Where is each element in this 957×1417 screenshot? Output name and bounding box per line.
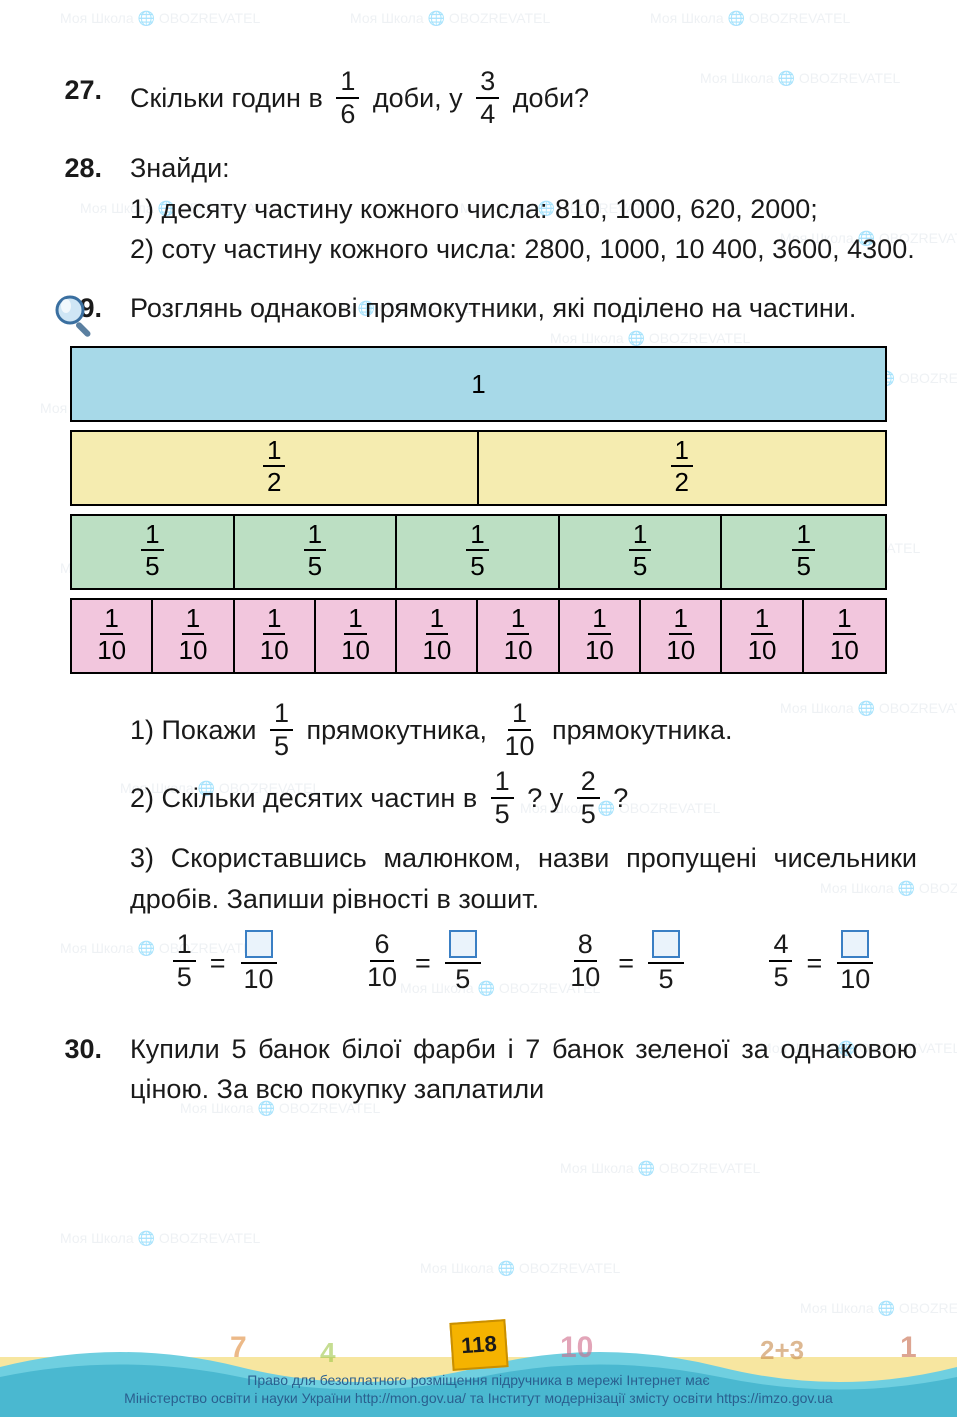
fraction-bar-cell: 15 [397, 516, 560, 588]
svg-text:7: 7 [230, 1331, 247, 1364]
fraction-bar-cell: 12 [72, 432, 479, 504]
problem-number: 27. [40, 70, 130, 130]
fraction-bar-cell: 15 [72, 516, 235, 588]
subquestion-1: 1) Покажи 15 прямокутника, 110 прямокутн… [130, 702, 917, 762]
fraction-bar-cell: 15 [235, 516, 398, 588]
fraction: 15 [270, 700, 293, 760]
fraction-bar-row: 1212 [70, 430, 887, 506]
fraction-bar-cell: 110 [72, 600, 153, 672]
fraction-bar-cell: 12 [479, 432, 886, 504]
fraction-bar-cell: 110 [722, 600, 803, 672]
watermark: Моя Школа 🌐 OBOZREVATEL [60, 1230, 260, 1247]
page-number-badge: 118 [449, 1319, 508, 1371]
text: 1) десяту частину кожного числа: 810, 10… [130, 189, 917, 230]
answer-box[interactable] [652, 930, 680, 958]
fraction: 110 [500, 700, 538, 760]
problem-number: 30. [40, 1029, 130, 1110]
problem-body: 1) Покажи 15 прямокутника, 110 прямокутн… [130, 694, 917, 1011]
fraction-bar-cell: 110 [641, 600, 722, 672]
answer-box[interactable] [841, 930, 869, 958]
subquestion-2: 2) Скільки десятих частин в 15 ? у 25 ? [130, 770, 917, 830]
fraction-equation: 15=10 [167, 931, 284, 995]
problem-body: Купили 5 банок білої фарби і 7 банок зел… [130, 1029, 917, 1110]
text: Розглянь однакові прямокутники, які поді… [130, 288, 917, 329]
fraction: 1 6 [336, 68, 359, 128]
fraction-bar-row: 1515151515 [70, 514, 887, 590]
text: Знайди: [130, 148, 917, 189]
page-content: 27. Скільки годин в 1 6 доби, у 3 4 доби… [0, 0, 957, 1110]
watermark: Моя Школа 🌐 OBOZREVATEL [420, 1260, 620, 1277]
text: доби, у [373, 83, 470, 113]
magnifier-icon [52, 292, 100, 340]
footer-copyright: Право для безоплатного розміщення підруч… [0, 1371, 957, 1407]
svg-text:1: 1 [900, 1331, 917, 1364]
answer-box[interactable] [245, 930, 273, 958]
problem-body: Скільки годин в 1 6 доби, у 3 4 доби? [130, 70, 917, 130]
fraction: 25 [577, 768, 600, 828]
problem-number: 28. [40, 148, 130, 270]
svg-text:4: 4 [320, 1337, 336, 1368]
problem-body: Розглянь однакові прямокутники, які поді… [130, 288, 917, 329]
watermark: Моя Школа 🌐 OBOZREVATEL [560, 1160, 760, 1177]
fraction-bar-row: 1 [70, 346, 887, 422]
fraction-equation: 610=5 [357, 931, 487, 995]
problem-30: 30. Купили 5 банок білої фарби і 7 банок… [40, 1029, 917, 1110]
fraction-bar-cell: 110 [397, 600, 478, 672]
problem-29-sub: 1) Покажи 15 прямокутника, 110 прямокутн… [40, 694, 917, 1011]
fraction-bar-cell: 110 [560, 600, 641, 672]
fraction-bar-cell: 110 [478, 600, 559, 672]
svg-text:2+3: 2+3 [760, 1335, 804, 1365]
fraction-bar-cell: 1 [72, 348, 885, 420]
fraction-bar-cell: 110 [235, 600, 316, 672]
svg-text:10: 10 [560, 1331, 593, 1364]
text: Скільки годин в [130, 83, 330, 113]
fraction: 15 [491, 768, 514, 828]
fraction-bar-cell: 110 [804, 600, 885, 672]
problem-29: 29. Розглянь однакові прямокутники, які … [40, 288, 917, 329]
fraction-bars: 1121215151515151101101101101101101101101… [70, 346, 887, 674]
fraction-equation: 45=10 [763, 931, 880, 995]
problem-28: 28. Знайди: 1) десяту частину кожного чи… [40, 148, 917, 270]
fraction: 3 4 [476, 68, 499, 128]
fraction-equation: 810=5 [560, 931, 690, 995]
subquestion-3: 3) Скориставшись малюнком, назви пропуще… [130, 838, 917, 919]
problem-27: 27. Скільки годин в 1 6 доби, у 3 4 доби… [40, 70, 917, 130]
fraction-bar-cell: 15 [560, 516, 723, 588]
problem-body: Знайди: 1) десяту частину кожного числа:… [130, 148, 917, 270]
fraction-bar-cell: 110 [153, 600, 234, 672]
fraction-bar-cell: 110 [316, 600, 397, 672]
fraction-bar-cell: 15 [722, 516, 885, 588]
equations-row: 15=10 610=5 810=5 45=10 [130, 931, 917, 995]
answer-box[interactable] [449, 930, 477, 958]
fraction-bar-row: 110110110110110110110110110110 [70, 598, 887, 674]
text: доби? [513, 83, 589, 113]
text: 2) соту частину кожного числа: 2800, 100… [130, 229, 917, 270]
